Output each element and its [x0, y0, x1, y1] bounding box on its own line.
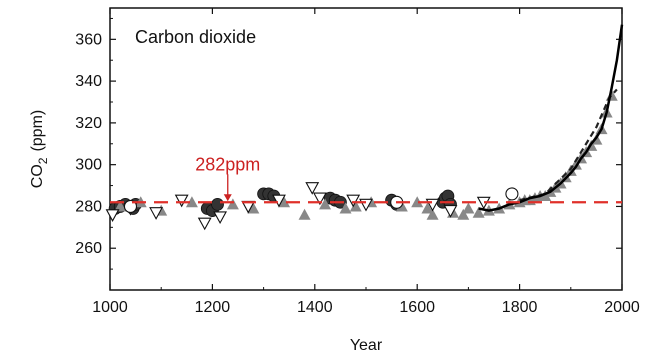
- data-point-open-triangle: [272, 194, 286, 208]
- data-point-triangle: [564, 164, 577, 176]
- annotation-arrow-head: [223, 194, 232, 202]
- data-point-triangle: [319, 198, 332, 210]
- data-point-triangle: [278, 196, 291, 208]
- x-axis-title: Year: [350, 337, 383, 354]
- data-point-triangle: [462, 202, 475, 214]
- y-tick-label: 280: [75, 198, 102, 215]
- y-axis-title-subscript: 2: [36, 157, 50, 164]
- data-point-open-triangle: [213, 211, 228, 225]
- chart-title: Carbon dioxide: [135, 27, 256, 47]
- y-axis-title-unit: (ppm): [29, 110, 46, 152]
- data-point-open-circle: [123, 199, 138, 213]
- y-tick-label: 300: [75, 157, 102, 174]
- data-point-triangle: [114, 200, 127, 212]
- annotation-group: 282ppm: [195, 154, 260, 202]
- y-axis-title: CO2 (ppm): [29, 110, 50, 188]
- data-point-triangle: [226, 198, 239, 210]
- x-tick-label: 1000: [92, 299, 128, 316]
- data-point-open-triangle: [346, 194, 361, 208]
- data-point-open-triangle: [149, 207, 164, 220]
- data-point-triangle: [472, 206, 485, 218]
- solid-trend-curve: [478, 24, 624, 212]
- y-tick-label: 320: [75, 115, 102, 132]
- x-tick-label: 1600: [399, 299, 435, 316]
- data-point-triangle: [247, 202, 260, 214]
- y-tick-label: 340: [75, 73, 102, 90]
- data-point-open-triangle: [174, 194, 189, 208]
- x-tick-label: 2000: [604, 299, 640, 316]
- y-tick-label: 260: [75, 240, 102, 257]
- data-point-triangle: [457, 208, 470, 220]
- x-tick-label: 1200: [195, 299, 231, 316]
- data-point-open-triangle: [443, 205, 458, 218]
- axes: 1000 1200 1400 1600 1800 2000 260 280 300 320 340 3…: [75, 7, 640, 316]
- y-tick-label: 360: [75, 31, 102, 48]
- data-point-open-triangle: [197, 217, 212, 231]
- y-axis-title-main: CO: [29, 164, 46, 188]
- data-point-triangle: [411, 196, 424, 208]
- data-point-triangle: [426, 208, 439, 220]
- y-axis-title-text: CO2 (ppm): [29, 110, 50, 188]
- data-point-open-triangle: [305, 182, 320, 195]
- data-point-triangle: [339, 202, 352, 214]
- data-point-triangle: [421, 202, 434, 214]
- data-marks: [105, 24, 624, 231]
- x-tick-label: 1800: [502, 299, 538, 316]
- data-point-circle: [211, 197, 224, 211]
- x-tick-label: 1400: [297, 299, 333, 316]
- annotation-label: 282ppm: [195, 154, 260, 174]
- dashed-trend-curve: [519, 88, 618, 202]
- data-point-open-triangle: [312, 192, 327, 206]
- data-point-triangle: [298, 208, 311, 220]
- data-point-open-circle: [505, 187, 519, 201]
- plot-frame: [109, 7, 623, 291]
- data-point-triangle: [185, 196, 198, 208]
- data-point-open-triangle: [105, 209, 120, 222]
- data-point-triangle: [349, 200, 362, 212]
